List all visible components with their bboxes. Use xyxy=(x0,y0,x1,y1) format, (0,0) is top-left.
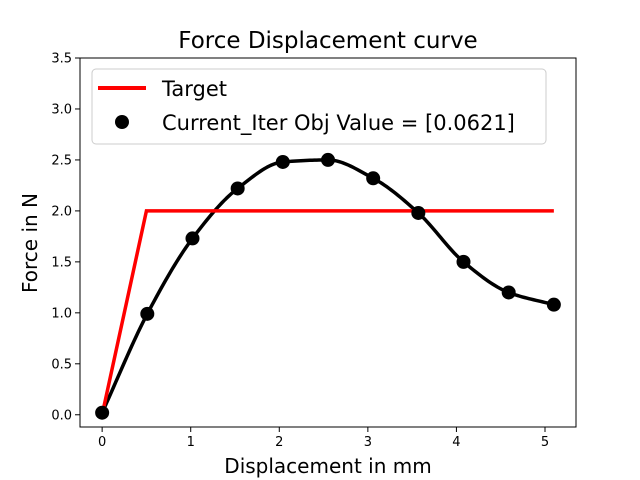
y-tick-label: 1.5 xyxy=(51,255,72,270)
data-point xyxy=(411,205,426,220)
x-tick-label: 0 xyxy=(98,435,106,450)
data-point xyxy=(321,152,335,167)
y-tick-label: 1.0 xyxy=(51,306,72,321)
y-tick-label: 2.0 xyxy=(51,204,72,219)
y-tick-label: 2.5 xyxy=(51,153,72,168)
legend-swatch-current-iter xyxy=(115,115,129,129)
plot-area xyxy=(79,57,577,428)
y-tick-label: 0.0 xyxy=(51,408,72,423)
x-axis-label: Displacement in mm xyxy=(224,454,431,478)
y-axis-ticks: 0.0 0.5 1.0 1.5 2.0 2.5 3.0 3.5 xyxy=(51,52,80,423)
x-tick-label: 3 xyxy=(364,435,372,450)
legend-label-current-iter: Current_Iter Obj Value = [0.0621] xyxy=(162,111,515,136)
data-point xyxy=(546,297,561,312)
fitted-curve-line xyxy=(100,158,556,415)
data-point xyxy=(456,254,471,269)
legend-label-target: Target xyxy=(161,77,227,101)
data-point xyxy=(366,171,381,186)
x-axis-ticks: 0 1 2 3 4 5 xyxy=(98,427,549,450)
data-point xyxy=(230,181,245,196)
data-point xyxy=(185,231,200,246)
chart-title: Force Displacement curve xyxy=(178,28,477,54)
data-point xyxy=(501,285,516,300)
data-point xyxy=(95,405,110,420)
x-tick-label: 5 xyxy=(541,435,549,450)
data-point xyxy=(140,306,155,321)
data-point xyxy=(275,154,290,169)
legend-box xyxy=(91,68,547,145)
legend: Target Current_Iter Obj Value = [0.0621] xyxy=(91,68,547,145)
x-tick-label: 4 xyxy=(452,435,460,450)
series-layer xyxy=(95,152,561,420)
y-axis-label: Force in N xyxy=(18,193,42,293)
x-tick-label: 2 xyxy=(275,435,283,450)
y-tick-label: 3.5 xyxy=(51,52,72,67)
y-tick-label: 0.5 xyxy=(51,357,72,372)
x-tick-label: 1 xyxy=(187,435,195,450)
target-line xyxy=(100,209,554,416)
y-tick-label: 3.0 xyxy=(51,102,72,117)
